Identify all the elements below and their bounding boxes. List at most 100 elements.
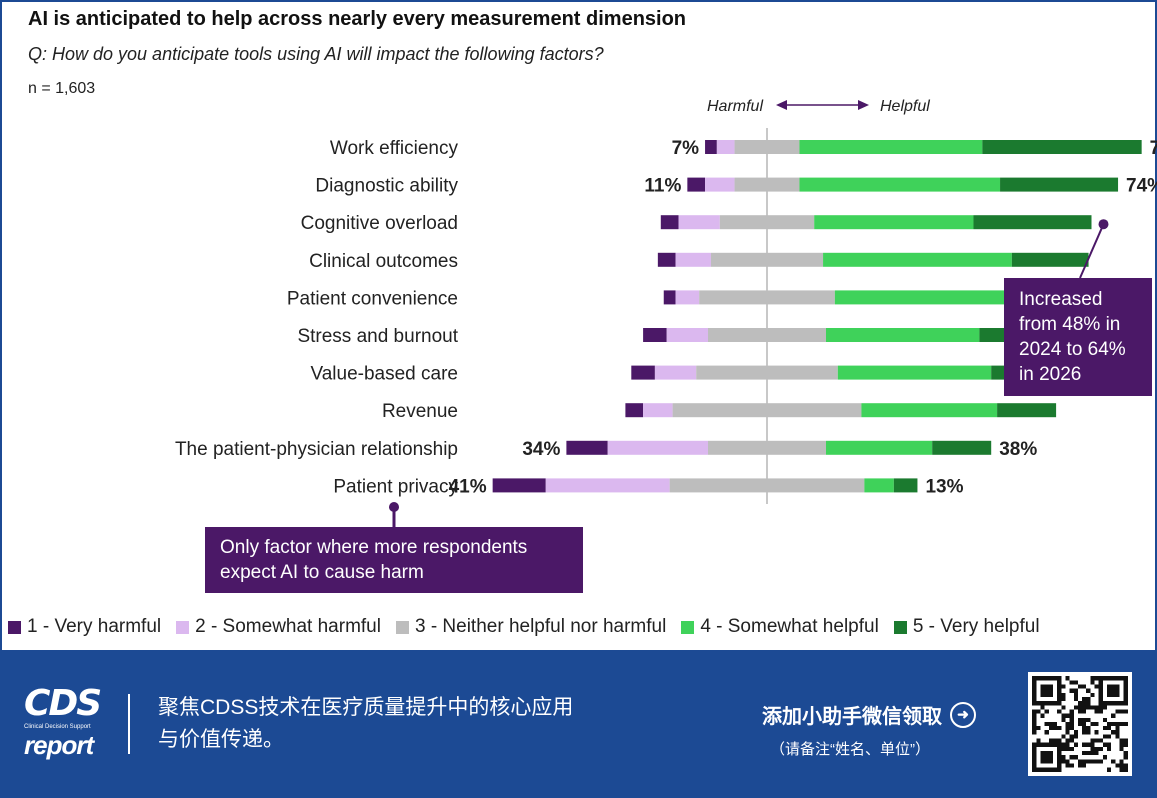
qr-module (1082, 763, 1087, 768)
qr-module (1119, 759, 1124, 764)
bar-segment-the-patient-physician-relationship-1 (566, 440, 608, 455)
footer-text-line-1: 聚焦CDSS技术在医疗质量提升中的核心应用 (158, 696, 574, 719)
qr-module (1123, 709, 1128, 714)
category-label: Clinical outcomes (309, 251, 458, 272)
qr-module (1065, 726, 1070, 731)
bar-segment-patient-privacy-5 (893, 478, 918, 493)
qr-module (1061, 734, 1066, 739)
qr-module (1065, 742, 1070, 747)
qr-module (1069, 721, 1074, 727)
qr-module (1073, 730, 1078, 735)
qr-module (1077, 684, 1083, 689)
chart-title: AI is anticipated to help across nearly … (28, 8, 687, 30)
bar-segment-work-efficiency-4 (799, 140, 983, 154)
qr-module (1094, 738, 1099, 743)
bar-segment-revenue-4 (861, 403, 998, 418)
legend-item-very-helpful: 5 - Very helpful (893, 616, 1040, 638)
qr-module (1086, 701, 1091, 706)
bar-segment-diagnostic-ability-3 (734, 177, 800, 192)
category-label: Patient privacy (333, 476, 458, 497)
qr-module (1065, 763, 1070, 768)
legend-swatch (395, 620, 409, 634)
bar-segment-clinical-outcomes-1 (657, 252, 676, 267)
qr-module (1086, 730, 1091, 735)
bar-segment-the-patient-physician-relationship-5 (932, 440, 992, 455)
wechat-cta-button[interactable]: 添加小助手微信领取 ➜ (762, 700, 976, 729)
bar-segment-clinical-outcomes-4 (823, 252, 1012, 267)
qr-module (1052, 726, 1058, 731)
qr-module (1086, 696, 1091, 702)
qr-module (1119, 738, 1124, 743)
footer-description: 聚焦CDSS技术在医疗质量提升中的核心应用 与价值传递。 (158, 692, 658, 756)
qr-module (1119, 721, 1124, 727)
qr-module (1048, 726, 1053, 731)
qr-module (1102, 755, 1108, 760)
qr-module (1082, 705, 1087, 710)
qr-module (1107, 721, 1112, 727)
qr-module (1082, 701, 1087, 706)
bar-segment-cognitive-overload-5 (973, 215, 1092, 230)
cognitive-overload-callout: Increased from 48% in 2024 to 64% in 202… (1004, 278, 1152, 396)
logo-report-text: report (24, 730, 94, 760)
bar-segment-patient-convenience-4 (834, 290, 1006, 305)
qr-module (1119, 742, 1124, 747)
qr-module (1123, 767, 1128, 772)
qr-module (1115, 726, 1120, 731)
footer-divider (128, 694, 130, 754)
qr-module (1115, 763, 1120, 768)
qr-module (1090, 759, 1095, 764)
bar-segment-stress-and-burnout-4 (826, 328, 980, 342)
qr-module (1065, 746, 1070, 752)
qr-module (1082, 751, 1087, 756)
axis-label-harmful: Harmful (707, 98, 763, 115)
qr-module (1065, 713, 1070, 718)
bar-segment-diagnostic-ability-1 (687, 177, 706, 192)
qr-module (1111, 730, 1116, 735)
qr-module (1094, 721, 1099, 727)
qr-module (1061, 692, 1066, 697)
qr-module (1082, 730, 1087, 735)
qr-module (1061, 713, 1066, 718)
cta-label: 添加小助手微信领取 (762, 704, 942, 728)
legend-swatch (176, 620, 190, 634)
qr-module (1044, 730, 1049, 735)
qr-module (1069, 726, 1074, 731)
logo-main-text: CDS (24, 683, 102, 724)
legend-label: 2 - Somewhat harmful (195, 616, 381, 637)
bar-segment-clinical-outcomes-5 (1011, 252, 1089, 267)
qr-module (1057, 738, 1062, 743)
legend-item-neutral: 3 - Neither helpful nor harmful (395, 616, 666, 638)
qr-module (1107, 742, 1112, 747)
qr-module (1077, 721, 1083, 727)
qr-module (1115, 730, 1120, 735)
qr-module (1102, 726, 1108, 731)
qr-module (1098, 738, 1103, 743)
bar-segment-stress-and-burnout-2 (666, 328, 708, 342)
qr-module (1077, 705, 1083, 710)
qr-module (1069, 713, 1074, 718)
legend-label: 4 - Somewhat helpful (700, 616, 879, 637)
qr-module (1069, 688, 1074, 693)
bar-segment-value-based-care-3 (696, 365, 838, 380)
qr-module (1077, 709, 1083, 714)
qr-module (1094, 684, 1099, 689)
category-label: Cognitive overload (301, 213, 458, 234)
qr-module (1069, 763, 1074, 768)
qr-module (1094, 751, 1099, 756)
qr-module (1094, 730, 1099, 735)
qr-code-icon[interactable] (1028, 672, 1132, 776)
qr-finder (1040, 684, 1053, 697)
qr-module (1107, 734, 1112, 739)
harmful-percent-label: 7% (672, 138, 700, 159)
qr-module (1048, 721, 1053, 727)
qr-module (1061, 759, 1066, 764)
qr-module (1082, 709, 1087, 714)
category-label: Revenue (382, 401, 458, 422)
qr-module (1098, 759, 1103, 764)
qr-module (1119, 709, 1124, 714)
qr-module (1094, 759, 1099, 764)
qr-module (1032, 726, 1037, 731)
qr-module (1077, 717, 1083, 722)
axis-arrow-left-icon (776, 100, 787, 110)
bar-segment-diagnostic-ability-5 (1000, 177, 1119, 192)
